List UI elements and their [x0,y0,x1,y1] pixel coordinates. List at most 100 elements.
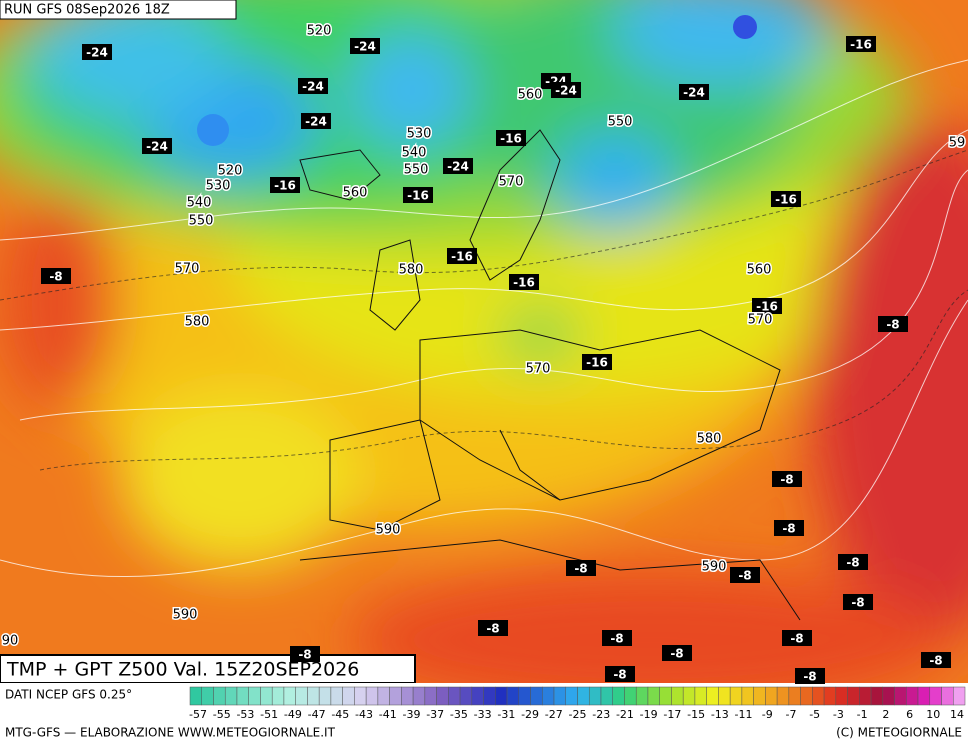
color-bar-label: -49 [284,708,302,721]
height-label: 590 [173,608,198,623]
color-bar-label: -1 [857,708,868,721]
temperature-label-box [843,594,873,610]
legend-source: DATI NCEP GFS 0.25° [5,688,132,702]
color-swatch [917,686,931,706]
temperature-label: -16 [756,300,778,314]
color-bar-label: -57 [189,708,207,721]
color-swatch [800,686,813,706]
temperature-label-box [447,248,477,264]
color-bar-label: -35 [450,708,468,721]
color-bar-label: -11 [735,708,753,721]
temperature-label-box [795,668,825,684]
color-swatch [870,686,884,706]
color-bar-label: -7 [785,708,796,721]
temperature-label-box [142,138,172,154]
temperature-label-box [82,44,112,60]
temperature-label: -24 [555,84,577,98]
color-swatch [577,686,590,706]
temperature-label-box [582,354,612,370]
color-swatch [342,686,355,706]
color-swatch [224,686,238,706]
color-swatch [671,686,684,706]
temperature-label: -8 [851,596,864,610]
color-bar-label: -3 [833,708,844,721]
color-swatch [448,686,461,706]
height-label: 590 [376,523,401,538]
color-swatch [694,686,707,706]
temperature-label: -8 [846,556,859,570]
color-swatch [389,686,402,706]
color-bar-label: -45 [331,708,349,721]
color-bar-label: -33 [474,708,492,721]
temperature-label: -8 [574,562,587,576]
temperature-label: -16 [586,356,608,370]
color-swatch [682,686,696,706]
color-swatch [436,686,449,706]
temperature-label: -16 [451,250,473,264]
color-swatch [236,686,249,706]
color-swatch [882,686,895,706]
height-label: 570 [526,362,551,377]
color-swatch [729,686,743,706]
color-bar-label: -47 [308,708,326,721]
height-label: 570 [175,262,200,277]
color-swatch [835,686,848,706]
color-swatch [741,686,754,706]
height-label: 530 [407,127,432,142]
temperature-label-box [298,78,328,94]
color-bar-label: -37 [426,708,444,721]
run-label: RUN GFS 08Sep2026 18Z [4,3,170,18]
temperature-label: -8 [610,632,623,646]
color-swatch [295,686,308,706]
color-swatch [307,686,320,706]
color-bar-label: 10 [926,708,940,721]
temperature-label: -8 [738,569,751,583]
color-swatch [635,686,649,706]
temperature-label: -24 [302,80,324,94]
temperature-label-box [782,630,812,646]
color-bar-label: -19 [640,708,658,721]
temperature-label: -8 [49,270,62,284]
temperature-label-box [772,471,802,487]
color-swatch [788,686,801,706]
color-swatch [283,686,296,706]
color-bar-label: -55 [213,708,231,721]
temperature-label-box [921,652,951,668]
color-bar-label: -41 [379,708,397,721]
color-bar-label: -51 [260,708,278,721]
color-bar-label: -5 [809,708,820,721]
run-box [0,0,237,20]
color-swatch [401,686,414,706]
temperature-label: -8 [298,648,311,662]
temperature-label-box [290,646,320,662]
height-label: 550 [608,115,633,130]
color-swatch [530,686,543,706]
color-swatch [941,686,954,706]
height-label: 550 [404,163,429,178]
color-bar-label: -21 [616,708,634,721]
color-swatch [542,686,555,706]
temperature-label-box [771,191,801,207]
height-label: 580 [697,432,722,447]
color-swatch [624,686,637,706]
height-label: 520 [218,164,243,179]
color-swatch [271,686,285,706]
color-swatch [588,686,602,706]
temperature-label: -16 [775,193,797,207]
color-swatch [424,686,437,706]
temperature-label-box [478,620,508,636]
temperature-label: -8 [782,522,795,536]
temperature-label-box [838,554,868,570]
temperature-label: -16 [500,132,522,146]
height-label: 540 [187,196,212,211]
temperature-label-box [350,38,380,54]
color-bar-label: -23 [592,708,610,721]
color-bar-label: 2 [882,708,889,721]
color-bar-label: -27 [545,708,563,721]
height-label: 90 [2,634,19,649]
height-label: 540 [402,146,427,161]
color-swatch [894,686,907,706]
color-swatch [213,686,226,706]
color-swatch [471,686,484,706]
